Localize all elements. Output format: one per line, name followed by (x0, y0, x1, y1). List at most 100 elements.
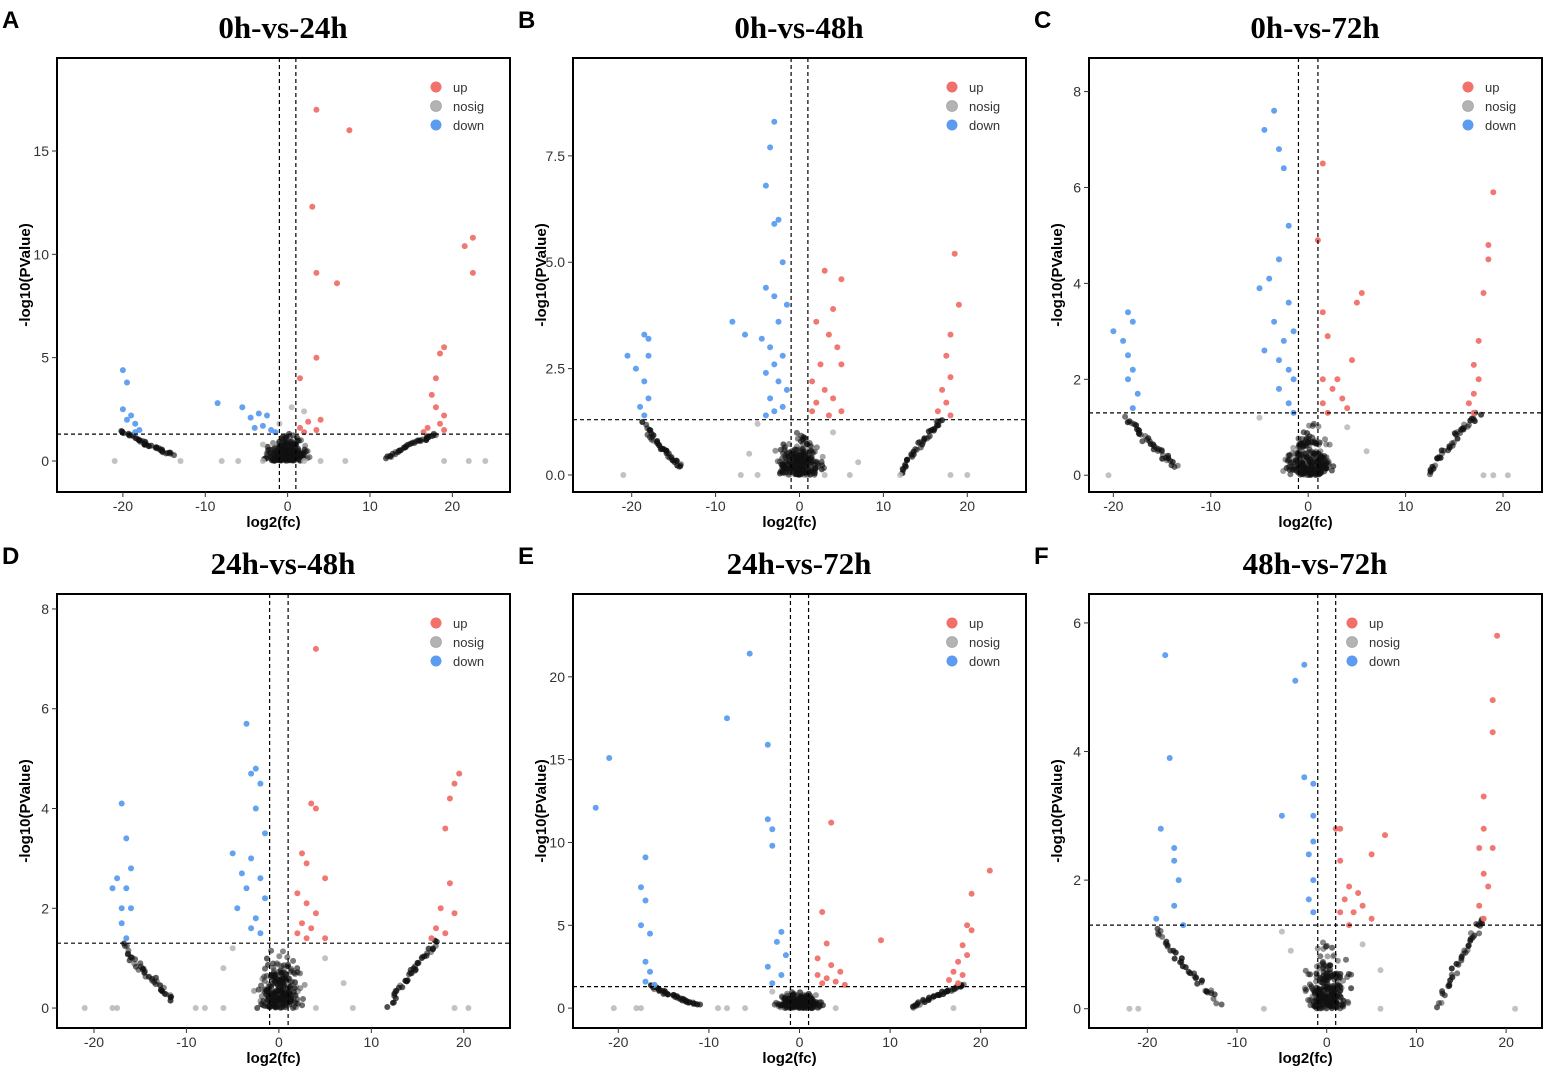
nosig-point (1182, 964, 1189, 971)
y-tick-label: 8 (1073, 84, 1081, 100)
legend-swatch-up (430, 81, 442, 93)
nosig-point (441, 458, 448, 464)
nosig-point (1337, 971, 1344, 977)
x-axis-ticks: -20 -10 0 10 20 (1103, 492, 1511, 514)
down-point (645, 335, 652, 342)
nosig-point (271, 445, 278, 452)
x-axis-label: log2(fc) (1278, 514, 1332, 531)
nosig-point (1323, 970, 1330, 977)
nosig-point (784, 461, 791, 468)
legend: up nosig down (1462, 80, 1516, 133)
nosig-point (1312, 450, 1319, 457)
down-point (1276, 357, 1282, 364)
up-point (943, 399, 950, 406)
legend-swatch-up (946, 617, 958, 629)
down-point (762, 412, 769, 419)
x-tick-label: 20 (1495, 498, 1511, 514)
nosig-point (290, 1005, 296, 1011)
nosig-point (279, 455, 286, 462)
up-point (309, 203, 316, 210)
volcano-plot-e: E 24h-vs-72h -20 -10 0 10 20 0 5 10 15 20 log2(fc) -l… (518, 543, 1027, 1067)
nosig-point (289, 442, 296, 449)
down-point (118, 905, 125, 912)
down-point (248, 770, 255, 777)
x-tick-label: 0 (796, 1034, 804, 1050)
y-tick-label: 4 (41, 801, 49, 817)
down-point (769, 980, 776, 987)
legend-swatch-down (946, 119, 958, 131)
up-point (294, 890, 301, 897)
down-point (1280, 337, 1287, 344)
x-axis-label: log2(fc) (246, 1050, 300, 1067)
nosig-point (1437, 454, 1444, 461)
nosig-point (939, 988, 945, 995)
down-point (1120, 337, 1127, 344)
up-point (437, 350, 443, 357)
nosig-point (1471, 932, 1478, 939)
up-point (830, 395, 837, 402)
up-point (1344, 405, 1351, 412)
down-point (771, 361, 778, 368)
nosig-point (813, 444, 820, 451)
up-point (346, 127, 353, 134)
down-point (1292, 677, 1299, 684)
up-point (303, 900, 310, 907)
nosig-point (1322, 966, 1329, 973)
nosig-point (1192, 975, 1199, 982)
up-point (943, 352, 950, 359)
down-point (1134, 390, 1141, 397)
nosig-point (697, 1001, 704, 1008)
down-point (724, 715, 730, 722)
x-tick-label: 20 (1498, 1034, 1514, 1050)
x-tick-label: -20 (1137, 1034, 1157, 1050)
down-point (1171, 845, 1178, 851)
legend-swatch-nosig (430, 636, 442, 648)
nosig-point (1301, 985, 1308, 992)
up-point (441, 344, 448, 351)
up-point (828, 819, 835, 826)
nosig-point (1203, 988, 1210, 995)
up-point (825, 331, 832, 338)
down-point (1266, 275, 1273, 282)
down-point (1256, 285, 1263, 292)
up-point (424, 424, 431, 431)
up-point (955, 958, 962, 965)
nosig-point (264, 1003, 271, 1010)
up-point (451, 780, 458, 787)
up-point (821, 386, 828, 393)
y-tick-label: 0 (557, 1000, 565, 1016)
down-point (632, 365, 639, 372)
nosig-point (1174, 462, 1181, 469)
up-point (809, 378, 816, 385)
down-point (1290, 376, 1297, 383)
up-point (1480, 870, 1487, 877)
down-point (1310, 812, 1317, 819)
nosig-point (291, 985, 298, 992)
nosig-point (1260, 1005, 1267, 1012)
nosig-point (1336, 973, 1343, 980)
nosig-point (397, 982, 404, 989)
nosig-point (779, 993, 785, 1000)
up-point (838, 408, 845, 415)
nosig-point (280, 436, 287, 443)
up-point (1485, 256, 1492, 263)
y-axis-ticks: 0 2 4 6 8 (41, 601, 57, 1016)
nosig-point (251, 987, 258, 994)
plot-frame (56, 57, 511, 493)
x-tick-label: -20 (113, 498, 133, 514)
nosig-point (800, 448, 807, 455)
down-point (128, 865, 134, 872)
nosig-point (649, 433, 656, 440)
x-axis-label: log2(fc) (762, 514, 816, 531)
volcano-plot-c: C 0h-vs-72h -20 -10 0 10 20 0 2 4 6 8 log2(fc) -log10… (1034, 7, 1543, 531)
up-point (469, 234, 476, 241)
nosig-point (1328, 1005, 1335, 1012)
up-point (834, 344, 841, 351)
nosig-point (1461, 947, 1468, 954)
nosig-point (259, 975, 266, 982)
nosig-point (287, 456, 294, 463)
nosig-point (792, 454, 799, 461)
nosig-point (81, 1005, 88, 1011)
nosig-point (270, 990, 277, 997)
nosig-point (1334, 957, 1341, 964)
